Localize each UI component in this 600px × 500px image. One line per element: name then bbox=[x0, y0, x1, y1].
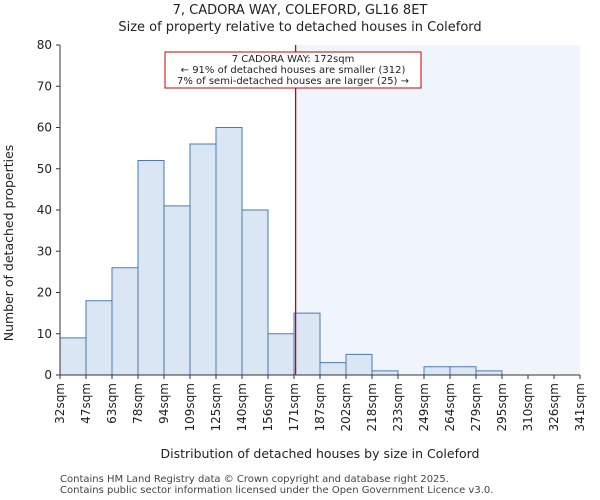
x-tick-label: 279sqm bbox=[469, 383, 483, 431]
y-tick-label: 40 bbox=[37, 203, 52, 217]
x-tick-label: 295sqm bbox=[495, 383, 509, 431]
x-tick-label: 310sqm bbox=[521, 383, 535, 431]
y-tick-label: 10 bbox=[37, 327, 52, 341]
x-tick-label: 233sqm bbox=[391, 383, 405, 431]
histogram-bar bbox=[475, 370, 503, 376]
histogram-bar bbox=[163, 205, 191, 376]
footer-line-1: Contains HM Land Registry data © Crown c… bbox=[60, 474, 449, 485]
y-tick-label: 70 bbox=[37, 79, 52, 93]
x-tick-label: 94sqm bbox=[157, 383, 171, 424]
x-axis-label: Distribution of detached houses by size … bbox=[160, 446, 479, 461]
histogram-bar bbox=[449, 366, 477, 376]
x-tick-label: 63sqm bbox=[105, 383, 119, 424]
histogram-bar bbox=[59, 337, 87, 376]
x-tick-label: 156sqm bbox=[261, 383, 275, 431]
histogram-bar bbox=[319, 362, 347, 376]
x-tick-label: 32sqm bbox=[53, 383, 67, 424]
histogram-bar bbox=[241, 209, 269, 376]
histogram-bar bbox=[85, 300, 113, 376]
x-tick-label: 326sqm bbox=[547, 383, 561, 431]
y-tick-label: 20 bbox=[37, 286, 52, 300]
x-tick-label: 341sqm bbox=[573, 383, 587, 431]
x-tick-label: 109sqm bbox=[183, 383, 197, 431]
histogram-bar bbox=[137, 160, 165, 376]
x-tick-label: 187sqm bbox=[313, 383, 327, 431]
y-tick-label: 80 bbox=[37, 38, 52, 52]
histogram-bar bbox=[371, 370, 399, 376]
x-tick-label: 264sqm bbox=[443, 383, 457, 431]
y-tick-label: 0 bbox=[44, 368, 52, 382]
x-tick-label: 125sqm bbox=[209, 383, 223, 431]
footer-line-2: Contains public sector information licen… bbox=[60, 485, 494, 496]
annotation-box bbox=[164, 51, 422, 89]
histogram-bar bbox=[189, 143, 217, 376]
y-tick-label: 50 bbox=[37, 162, 52, 176]
larger-region-highlight bbox=[295, 45, 580, 375]
x-tick-label: 47sqm bbox=[79, 383, 93, 424]
chart-subtitle: Size of property relative to detached ho… bbox=[118, 20, 482, 35]
annotation-line-3: 7% of semi-detached houses are larger (2… bbox=[177, 76, 409, 87]
x-tick-label: 218sqm bbox=[365, 383, 379, 431]
x-tick-label: 202sqm bbox=[339, 383, 353, 431]
x-tick-label: 140sqm bbox=[235, 383, 249, 431]
histogram-bar bbox=[423, 366, 451, 376]
chart-title: 7, CADORA WAY, COLEFORD, GL16 8ET bbox=[172, 3, 428, 18]
x-tick-label: 78sqm bbox=[131, 383, 145, 424]
y-tick-label: 30 bbox=[37, 244, 52, 258]
histogram-bar bbox=[111, 267, 139, 376]
histogram-bar bbox=[345, 353, 373, 376]
histogram-bar bbox=[267, 333, 295, 376]
annotation-line-1: 7 CADORA WAY: 172sqm bbox=[232, 54, 355, 65]
x-tick-label: 171sqm bbox=[287, 383, 301, 431]
y-tick-label: 60 bbox=[37, 121, 52, 135]
annotation-line-2: ← 91% of detached houses are smaller (31… bbox=[181, 65, 406, 76]
x-tick-label: 249sqm bbox=[417, 383, 431, 431]
histogram-bar bbox=[293, 312, 321, 376]
histogram-bar bbox=[215, 127, 243, 376]
y-axis-label: Number of detached properties bbox=[1, 145, 16, 342]
